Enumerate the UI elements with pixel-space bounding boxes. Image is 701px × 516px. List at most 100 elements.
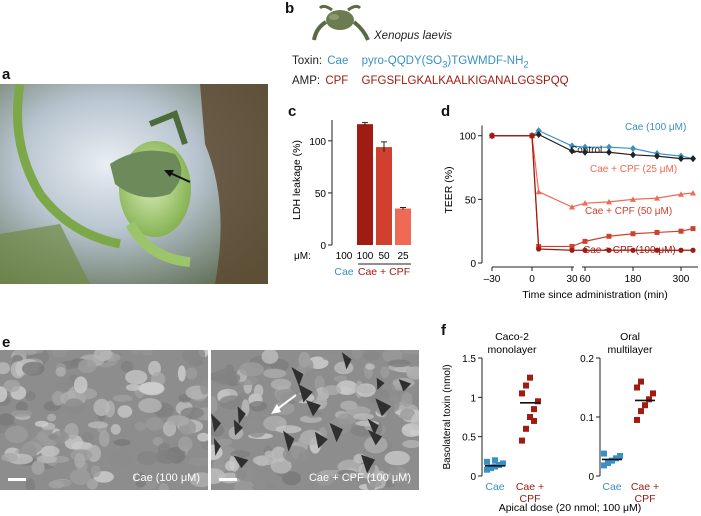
sem-cell <box>365 363 375 370</box>
chart-d-series-label: Cae + CPF (100 μM) <box>583 245 676 256</box>
chart-d-series-label: Control <box>570 145 602 156</box>
chart-f-right-title-1: Oral <box>620 331 640 343</box>
chart-f-right-point <box>609 457 615 464</box>
chart-d-point <box>630 247 636 253</box>
chart-f-left-point <box>484 458 490 465</box>
chart-f-left-point <box>527 374 533 381</box>
toxin-seq-part2: )TGWMDF-NH <box>447 55 524 67</box>
sem-gap <box>237 406 246 425</box>
chart-c-ylabel: LDH leakage (%) <box>291 140 303 220</box>
sem-cell <box>380 366 390 379</box>
amp-sequence: GFGSFLGKALKAALKIGANALGGSPQQ <box>361 75 569 87</box>
chart-d-point <box>569 247 575 253</box>
chart-c-x-tick-label: 100 <box>336 251 353 262</box>
chart-d-point <box>582 143 588 151</box>
sem-cell <box>0 386 8 403</box>
sem-cell <box>120 360 134 373</box>
chart-f-right-y-tick-label: 0.1 <box>580 413 594 424</box>
sem-cell <box>255 479 267 490</box>
sem-cell <box>252 455 278 466</box>
sem-cell <box>87 421 109 429</box>
chart-d-point <box>535 127 542 135</box>
sem-gap <box>306 400 321 417</box>
sem-cell <box>134 421 147 431</box>
chart-d-x-tick-label: 300 <box>673 274 690 285</box>
chart-f-left-point <box>519 390 525 397</box>
sem-cell <box>275 425 302 434</box>
sem-cell <box>412 393 419 406</box>
chart-d-x-tick-label: 30 <box>566 274 578 285</box>
sem-gap <box>298 384 313 403</box>
chart-d-point <box>569 147 575 155</box>
chart-d-point <box>654 247 660 253</box>
sem-cell <box>51 430 70 443</box>
chart-f-footer: Apical dose (20 nmol; 100 μM) <box>499 502 642 514</box>
panel-label-f: f <box>441 322 446 339</box>
xenopus-illustration <box>312 0 370 44</box>
sem-cell <box>145 417 164 431</box>
sem-cell <box>352 413 374 421</box>
sem-gap <box>375 398 392 417</box>
chart-d-point <box>630 151 636 159</box>
chart-c-bar <box>376 147 392 245</box>
sem-cell <box>200 379 208 395</box>
toxin-sequence: pyro-QQDY(SO3)TGWMDF-NH2 <box>362 55 529 70</box>
chart-d-series-line <box>492 129 694 160</box>
sem-cell <box>25 478 36 490</box>
sem-cell <box>390 467 400 484</box>
sem-gap <box>329 422 343 443</box>
sem-cell <box>211 396 218 413</box>
chart-f-right-point <box>601 450 607 457</box>
chart-c-x-prefix: μM: <box>294 251 311 262</box>
chart-c-y-tick-label: 100 <box>309 137 326 148</box>
chart-d-point <box>535 130 542 138</box>
chart-d-point <box>569 142 575 150</box>
chart-f-left-x-label-cae: Cae <box>485 481 504 493</box>
sem-cell <box>10 410 33 417</box>
sem-cell <box>0 362 10 375</box>
sem-cell <box>336 380 358 396</box>
chart-f-left-point <box>523 425 529 432</box>
chart-f-right-point <box>613 455 619 462</box>
sem-cell <box>230 450 251 458</box>
sem-cell <box>363 350 381 361</box>
sem-cell <box>113 394 133 402</box>
sem-gap <box>211 413 221 433</box>
chart-d-series-label: Cae + CPF (25 μM) <box>590 164 677 175</box>
chart-d-point <box>630 196 636 202</box>
chart-d-point <box>690 247 696 253</box>
chart-f-left-y-tick-label: 0 <box>470 472 476 483</box>
chart-f-left-point <box>531 417 537 424</box>
chart-f-right-y-tick-label: 0.2 <box>580 354 594 365</box>
sem-cell <box>135 472 147 488</box>
chart-f-right-point <box>646 396 652 403</box>
chart-f-plot: 0 0.5 1 1.5 Basolateral toxin (nmol) Cae Cae +… <box>442 331 659 514</box>
sem-gap <box>283 430 295 452</box>
sem-cell <box>140 350 154 356</box>
chart-d-x-tick-label: 180 <box>625 274 642 285</box>
sem-cell <box>402 440 419 449</box>
chart-c-x-tick-label: 50 <box>378 251 390 262</box>
chart-d-point <box>582 148 588 156</box>
sem-cell <box>48 480 65 489</box>
sem-cell <box>15 401 28 413</box>
sem-gap <box>398 379 412 392</box>
chart-f-right-x-label-cpf-1: Cae + <box>631 481 659 493</box>
sem-cell <box>36 455 58 464</box>
sem-cell <box>81 431 95 443</box>
sem-cell <box>77 359 97 373</box>
chart-d-x-tick-label: –30 <box>484 274 501 285</box>
sem-cell <box>225 460 236 471</box>
sem-cell <box>177 365 186 382</box>
chart-d-point <box>582 238 588 244</box>
chart-d-point <box>606 198 612 205</box>
sem-cell <box>117 405 133 418</box>
chart-f-left-point <box>523 382 529 389</box>
sem-cell <box>314 375 325 391</box>
chart-d-point <box>654 195 660 201</box>
sem-cell <box>50 350 68 358</box>
chart-d-point <box>569 204 575 210</box>
sem-cell <box>64 398 85 415</box>
chart-f-left-point <box>488 464 494 471</box>
chart-d-point <box>606 233 612 239</box>
